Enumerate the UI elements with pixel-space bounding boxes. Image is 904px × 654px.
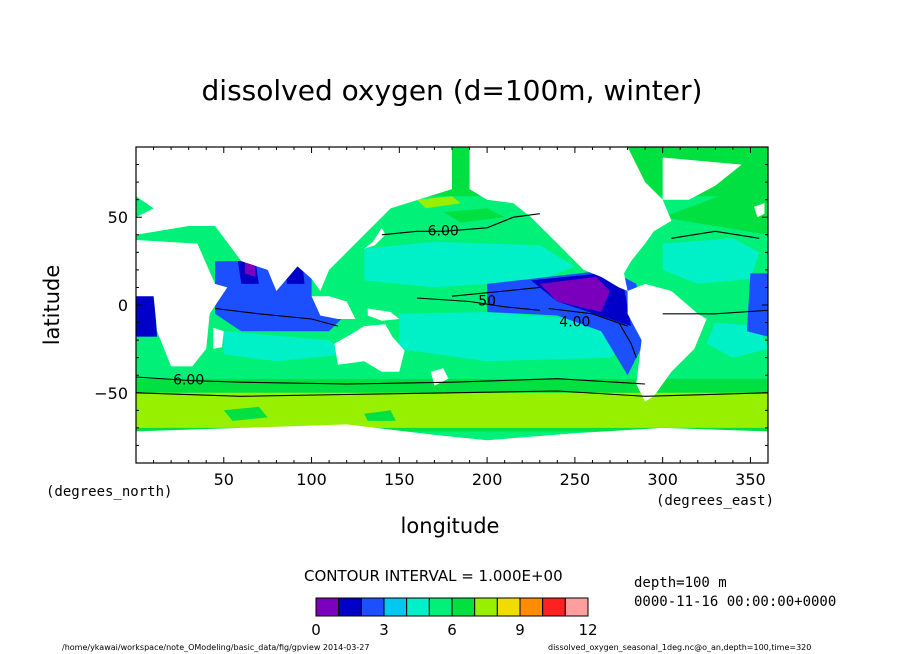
land-sea-asia — [311, 296, 356, 319]
time-label: 0000-11-16 00:00:00+0000 — [634, 594, 837, 610]
colorbar-swatch — [360, 597, 385, 617]
colorbar-tick-label: 12 — [578, 621, 597, 639]
y-tick-label: −50 — [94, 384, 128, 403]
colorbar: 0 3 6 9 12 — [311, 597, 598, 639]
field-so-patch2 — [364, 410, 396, 421]
field-spac-gyre — [399, 312, 628, 362]
colorbar-tick-label: 3 — [379, 621, 389, 639]
field-arabian-min — [244, 261, 256, 277]
x-axis-label: longitude — [400, 514, 500, 538]
colorbar-swatch — [406, 597, 430, 617]
land-madagascar — [213, 327, 224, 349]
land-north-america — [469, 147, 672, 291]
contour-6-south2 — [135, 390, 769, 397]
colorbar-swatch — [542, 597, 566, 617]
land-uk — [754, 203, 765, 218]
x-tick-label: 150 — [384, 470, 415, 489]
x-units-label: (degrees_east) — [656, 493, 775, 509]
contour-4-etp — [548, 307, 628, 327]
land-antarctica — [136, 424, 768, 463]
field-gulf-guinea — [136, 287, 158, 337]
land-japan — [364, 227, 386, 249]
y-units-label: (degrees_north) — [46, 484, 173, 500]
x-tick-label: 250 — [560, 470, 591, 489]
colorbar-swatch — [496, 597, 521, 617]
land-africa — [136, 240, 228, 367]
axis-ticks: 50 100 150 200 250 300 350 50 0 −50 — [94, 147, 768, 489]
colorbar-swatch — [474, 597, 498, 617]
colorbar-tick-label: 6 — [447, 621, 457, 639]
land-mask — [136, 147, 768, 463]
contour-6-north — [381, 213, 540, 236]
land-europe-asia — [136, 147, 452, 291]
field-eatl-low — [746, 273, 768, 337]
field-natl-subpolar — [662, 190, 768, 235]
land-greenland — [662, 157, 742, 200]
land-new-zealand — [430, 368, 449, 386]
contour-5-pac-eq — [416, 297, 540, 311]
contour-lines: 6.00 6.00 4.00 50 — [135, 213, 769, 397]
field-gulf-alaska — [443, 208, 505, 223]
field-etp-min — [539, 276, 610, 312]
land-australia — [334, 324, 405, 372]
x-tick-label: 200 — [472, 470, 503, 489]
field-bering — [416, 196, 461, 209]
colorbar-swatch — [428, 597, 453, 617]
contour-4-indian — [214, 307, 339, 327]
contour-3-peru — [618, 322, 637, 358]
y-tick-label: 50 — [108, 208, 128, 227]
colorbar-swatch — [383, 597, 408, 617]
x-tick-label: 100 — [296, 470, 327, 489]
contour-label: 6.00 — [428, 223, 459, 239]
contour-6-atl — [662, 309, 769, 315]
colorbar-swatch — [338, 597, 362, 617]
contour-interval-label: CONTOUR INTERVAL = 1.000E+00 — [304, 567, 563, 585]
y-tick-label: 0 — [118, 296, 128, 315]
field-so-patch1 — [223, 406, 268, 421]
contour-label: 50 — [478, 293, 496, 309]
field-sind-gyre — [223, 331, 347, 362]
field-npac-gyre — [364, 241, 575, 288]
contour-6-natl — [671, 230, 760, 239]
depth-label: depth=100 m — [634, 575, 727, 591]
colorbar-swatch — [315, 597, 340, 617]
footer-path: /home/ykawai/workspace/note_OModeling/ba… — [62, 643, 370, 652]
colorbar-swatch — [519, 597, 544, 617]
colorbar-swatch — [451, 597, 476, 617]
colorbar-tick-label: 0 — [311, 621, 321, 639]
x-tick-label: 50 — [214, 470, 234, 489]
colorbar-swatch — [564, 597, 589, 617]
contour-label: 4.00 — [559, 315, 590, 331]
contour-label: 6.00 — [173, 372, 204, 388]
contour-6-south — [135, 376, 646, 385]
chart-title: dissolved oxygen (d=100m, winter) — [201, 74, 703, 107]
footer-file: dissolved_oxygen_seasonal_1deg.nc@o_an,d… — [548, 643, 812, 652]
x-tick-label: 300 — [647, 470, 678, 489]
land-new-guinea — [367, 308, 400, 321]
colorbar-tick-label: 9 — [515, 621, 525, 639]
contour-5-equator — [451, 286, 540, 297]
x-tick-label: 350 — [735, 470, 766, 489]
field-natl-gyre — [662, 238, 760, 284]
y-axis-label: latitude — [40, 264, 64, 346]
field-southern-high — [136, 392, 768, 428]
